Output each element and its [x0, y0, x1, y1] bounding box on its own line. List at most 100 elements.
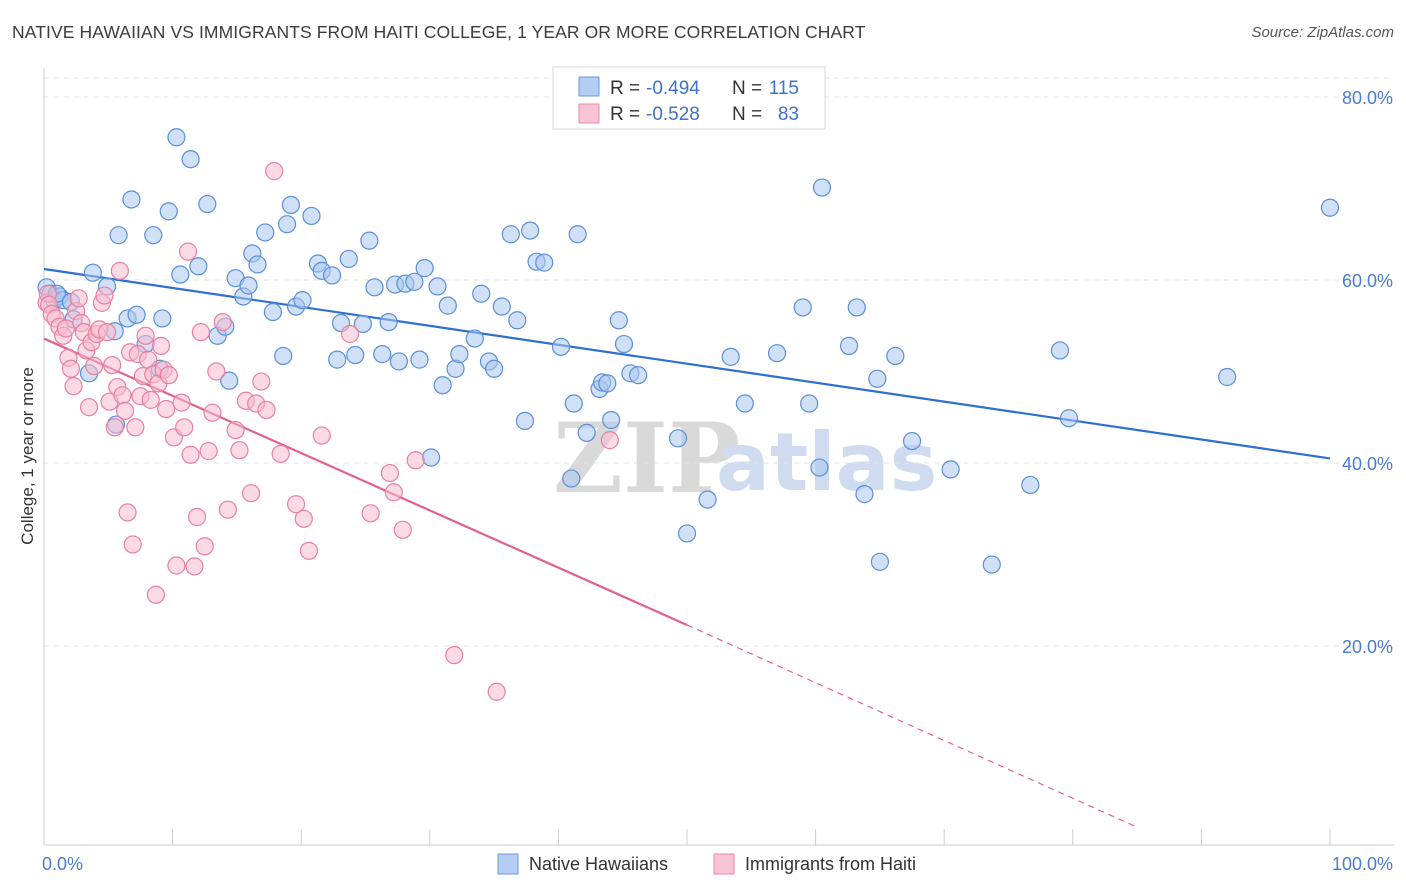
- point-blue-49: [360, 231, 379, 250]
- point-blue-40: [302, 206, 321, 226]
- legend-r-value-1: -0.494: [646, 78, 700, 99]
- point-pink-47: [159, 366, 178, 385]
- point-pink-69: [257, 400, 276, 420]
- point-pink-59: [203, 403, 222, 422]
- point-pink-81: [406, 451, 425, 470]
- point-blue-19: [159, 202, 178, 221]
- point-blue-78: [564, 394, 583, 413]
- point-blue-51: [373, 345, 392, 364]
- point-pink-16: [79, 398, 99, 417]
- bottom-legend: Native Hawaiians Immigrants from Haiti: [497, 853, 916, 875]
- point-pink-84: [600, 431, 619, 450]
- gridlines: [44, 77, 1394, 647]
- y-tick-label-80: 80.0%: [1342, 88, 1393, 108]
- axes: [43, 68, 1394, 846]
- point-pink-53: [181, 445, 200, 464]
- point-blue-54: [389, 352, 409, 371]
- point-blue-64: [450, 345, 469, 364]
- point-blue-27: [220, 371, 239, 390]
- point-blue-32: [248, 255, 267, 274]
- point-blue-77: [562, 469, 581, 488]
- trend-line-extension-pink: [686, 624, 1138, 828]
- point-blue-69: [492, 297, 511, 316]
- point-blue-52: [379, 312, 398, 332]
- point-pink-28: [110, 261, 129, 280]
- bottom-legend-swatch-pink: [713, 853, 735, 875]
- y-tick-label-40: 40.0%: [1342, 454, 1393, 474]
- point-blue-60: [428, 277, 447, 296]
- tick-labels: 20.0% 40.0% 60.0% 80.0% 0.0% 100.0%: [42, 88, 1393, 874]
- point-blue-96: [800, 394, 819, 413]
- data-points: [37, 128, 1340, 701]
- point-blue-22: [181, 150, 200, 169]
- point-pink-76: [340, 324, 360, 344]
- point-pink-73: [294, 509, 313, 528]
- y-axis-label: College, 1 year or more: [18, 367, 37, 545]
- legend-r-label-2: R =: [610, 104, 640, 125]
- point-pink-40: [141, 390, 160, 409]
- point-blue-86: [614, 334, 634, 354]
- point-blue-95: [793, 298, 812, 317]
- point-blue-65: [465, 329, 484, 348]
- bottom-legend-label-1: Native Hawaiians: [529, 854, 668, 874]
- point-blue-92: [721, 347, 740, 366]
- point-blue-76: [551, 337, 571, 356]
- point-blue-111: [1218, 367, 1237, 387]
- point-blue-7: [83, 263, 102, 282]
- y-tick-label-20: 20.0%: [1342, 637, 1393, 657]
- point-blue-75: [535, 253, 554, 272]
- point-blue-100: [847, 298, 866, 317]
- legend-r-value-2: -0.528: [646, 104, 700, 125]
- point-blue-83: [598, 374, 617, 393]
- point-blue-24: [198, 194, 217, 214]
- point-pink-30: [115, 401, 135, 420]
- point-blue-91: [698, 490, 717, 509]
- point-blue-30: [239, 276, 258, 295]
- point-pink-77: [361, 504, 380, 523]
- point-blue-85: [609, 311, 628, 330]
- point-pink-38: [136, 326, 155, 345]
- point-pink-82: [445, 646, 464, 665]
- point-blue-112: [1320, 198, 1340, 217]
- point-blue-108: [1021, 475, 1040, 495]
- legend-swatch-pink: [578, 103, 600, 124]
- point-pink-31: [118, 503, 137, 522]
- point-pink-9: [61, 359, 81, 378]
- point-pink-12: [69, 289, 88, 308]
- point-blue-37: [281, 195, 301, 215]
- point-pink-74: [299, 541, 319, 560]
- point-pink-72: [286, 495, 306, 514]
- top-legend: R = -0.494 N = 115 R = -0.528 N = 83: [552, 66, 826, 130]
- point-blue-21: [171, 265, 190, 284]
- legend-n-label-2: N =: [732, 104, 762, 125]
- point-blue-97: [810, 458, 829, 477]
- point-blue-90: [677, 524, 697, 543]
- point-blue-72: [515, 411, 535, 431]
- point-blue-56: [405, 272, 424, 291]
- point-pink-22: [95, 286, 114, 305]
- y-tick-label-60: 60.0%: [1342, 271, 1393, 291]
- point-pink-46: [157, 399, 176, 419]
- point-pink-54: [185, 557, 204, 576]
- point-pink-56: [191, 323, 210, 342]
- point-pink-68: [252, 372, 271, 391]
- point-blue-101: [855, 485, 874, 504]
- legend-r-label-1: R =: [610, 78, 640, 99]
- point-blue-106: [941, 460, 960, 479]
- point-pink-64: [230, 441, 249, 460]
- trend-lines: [43, 267, 1331, 828]
- point-blue-20: [167, 128, 186, 147]
- point-blue-70: [501, 225, 520, 244]
- bottom-legend-label-2: Immigrants from Haiti: [745, 854, 916, 874]
- point-blue-99: [839, 336, 859, 355]
- point-pink-78: [380, 463, 400, 483]
- point-blue-43: [322, 266, 342, 285]
- legend-n-value-1: 115: [769, 78, 799, 99]
- x-tick-label-max: 100.0%: [1332, 854, 1393, 874]
- point-blue-39: [293, 291, 312, 310]
- point-blue-98: [812, 178, 832, 197]
- point-blue-105: [902, 431, 922, 451]
- point-blue-18: [153, 309, 172, 328]
- point-blue-44: [328, 350, 347, 369]
- point-pink-49: [167, 556, 186, 575]
